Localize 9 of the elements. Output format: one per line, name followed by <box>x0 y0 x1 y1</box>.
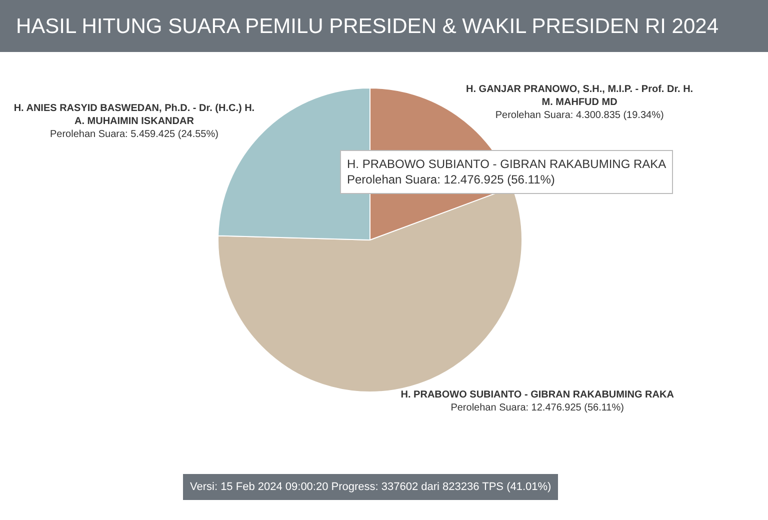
chart-title: HASIL HITUNG SUARA PEMILU PRESIDEN & WAKIL PRESIDEN RI 2024 <box>16 15 719 38</box>
slice-label: H. GANJAR PRANOWO, S.H., M.I.P. - Prof. Dr. H. M. MAHFUD MD <box>466 84 694 108</box>
slice-label: H. PRABOWO SUBIANTO - GIBRAN RAKABUMING RAKA <box>400 390 674 401</box>
text: H. PRABOWO SUBIANTO - GIBRAN RAKABUMING RAKA Perolehan Suara: 12.476.925 (56.11%) <box>347 157 666 187</box>
data-label: Perolehan Suara: 5.459.425 (24.55%) <box>50 129 218 140</box>
data-label: Perolehan Suara: 4.300.835 (19.34%) <box>495 110 664 122</box>
data-label: Perolehan Suara: 12.476.925 (56.11%) <box>450 402 624 414</box>
text: Versi: 15 Feb 2024 09:00:20 Progress: 337602 dari 823236 TPS (41.01%) <box>190 481 552 493</box>
slice-label: H. ANIES RASYID BASWEDAN, Ph.D. - Dr. (H.C.) H. A. MUHAIMIN ISKANDAR <box>14 103 255 128</box>
